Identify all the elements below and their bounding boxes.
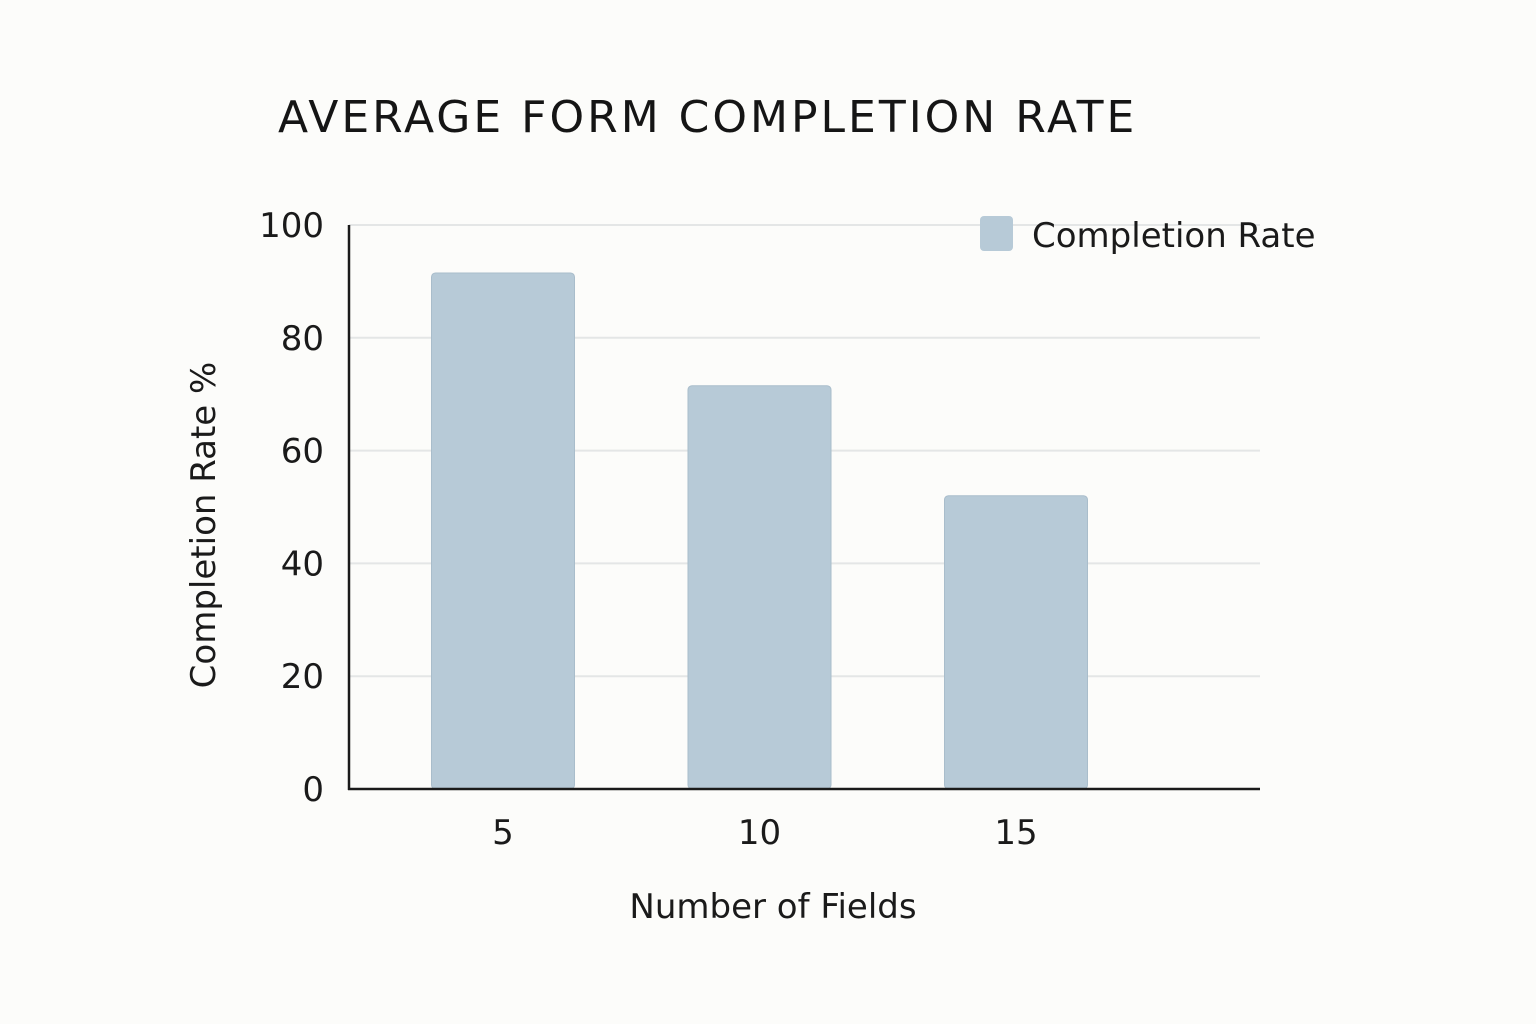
x-axis-label: Number of Fields	[629, 887, 916, 927]
bars	[431, 272, 1088, 790]
bar	[431, 272, 575, 790]
x-tick-label: 15	[994, 813, 1037, 853]
legend-swatch	[980, 216, 1013, 251]
y-tick-label: 100	[259, 206, 324, 246]
y-tick-labels: 0 20 40 60 80 100	[259, 206, 324, 810]
legend-label: Completion Rate	[1032, 216, 1316, 256]
legend: Completion Rate	[980, 216, 1316, 256]
y-tick-label: 40	[281, 544, 324, 584]
bar	[944, 495, 1088, 790]
y-axis-label: Completion Rate %	[184, 362, 224, 689]
y-tick-label: 80	[281, 319, 324, 359]
axes	[347, 225, 1260, 791]
bar	[687, 385, 832, 790]
y-tick-label: 60	[281, 432, 324, 472]
y-tick-label: 20	[281, 657, 324, 697]
x-tick-label: 10	[738, 813, 781, 853]
y-tick-label: 0	[302, 770, 324, 810]
x-tick-label: 5	[492, 813, 514, 853]
chart-title: AVERAGE FORM COMPLETION RATE	[278, 92, 1137, 143]
x-tick-labels: 5 10 15	[492, 813, 1037, 853]
